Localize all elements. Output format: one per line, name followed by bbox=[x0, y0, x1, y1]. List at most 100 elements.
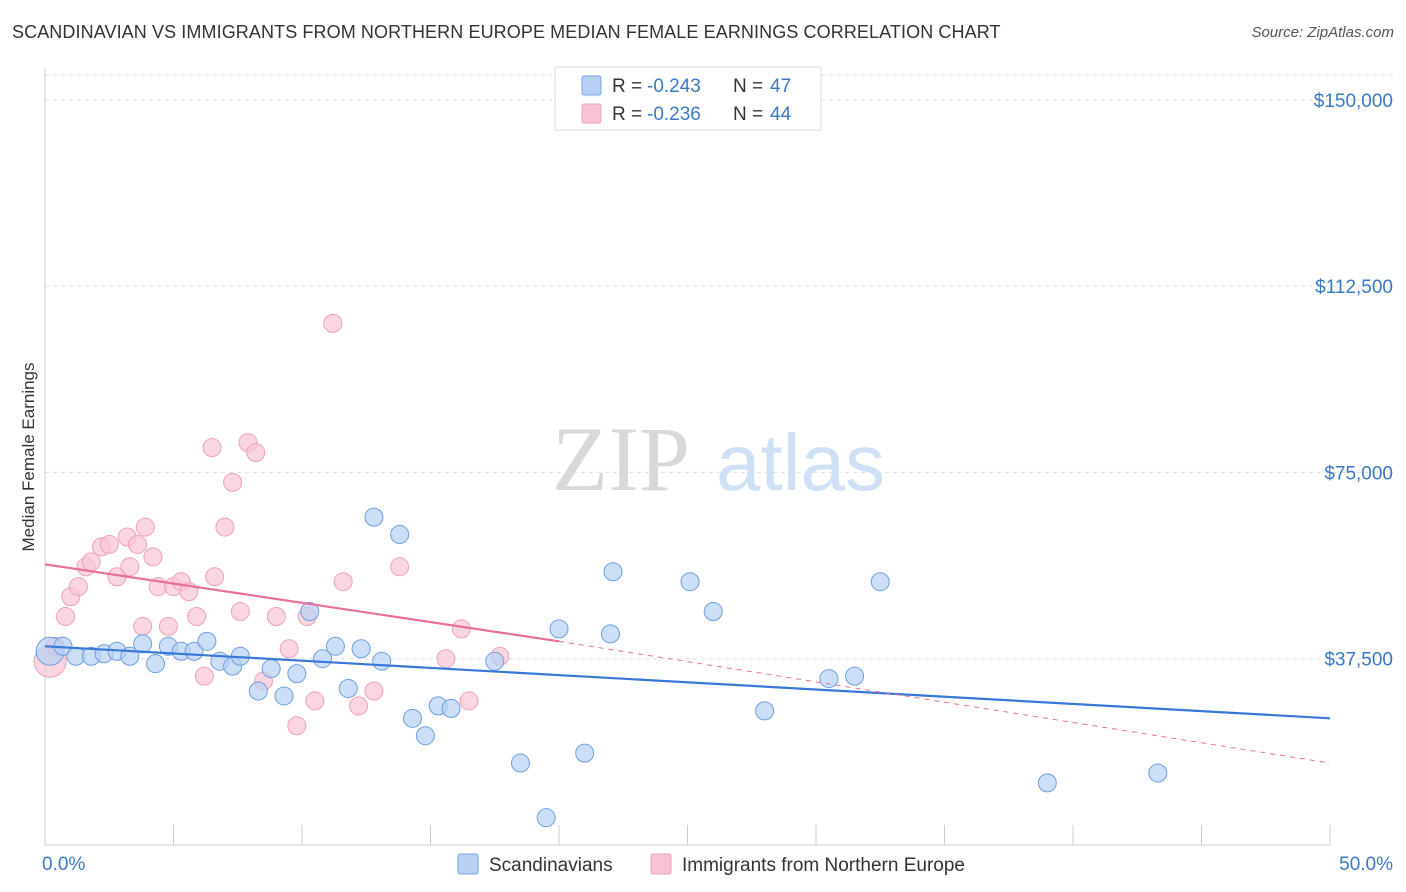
point-immigrants-13 bbox=[133, 616, 153, 636]
point-immigrants-39 bbox=[364, 681, 384, 701]
point-scandinavians-32 bbox=[485, 651, 505, 671]
point-scandinavians-39 bbox=[680, 572, 700, 592]
point-immigrants-27 bbox=[230, 602, 250, 622]
legend-top-n-label-2: N = bbox=[733, 104, 763, 125]
point-immigrants-8 bbox=[99, 534, 119, 554]
point-scandinavians-40 bbox=[703, 602, 723, 622]
point-scandinavians-21 bbox=[313, 649, 333, 669]
point-immigrants-24 bbox=[205, 567, 225, 587]
y-tick-labels: $37,500 $75,000 $112,500 $150,000 bbox=[1314, 91, 1393, 671]
watermark-zip: ZIP bbox=[552, 408, 690, 510]
series-scandinavians-points bbox=[35, 507, 1168, 828]
legend-top-r-label-1: R = bbox=[612, 76, 642, 97]
legend-top-r-value-2: -0.236 bbox=[647, 104, 701, 125]
point-scandinavians-43 bbox=[845, 666, 865, 686]
legend-top-n-value-1: 47 bbox=[770, 76, 791, 97]
point-immigrants-4 bbox=[68, 577, 88, 597]
legend-bottom-label-1: Scandinavians bbox=[489, 855, 613, 876]
y-tick-label-2: $112,500 bbox=[1315, 277, 1393, 298]
point-immigrants-15 bbox=[143, 547, 163, 567]
point-scandinavians-44 bbox=[870, 572, 890, 592]
legend-bottom: Scandinavians Immigrants from Northern E… bbox=[457, 853, 965, 876]
point-scandinavians-41 bbox=[755, 701, 775, 721]
point-scandinavians-37 bbox=[600, 624, 620, 644]
point-scandinavians-19 bbox=[287, 664, 307, 684]
point-immigrants-32 bbox=[279, 639, 299, 659]
x-tick-label-0: 0.0% bbox=[42, 854, 85, 875]
point-scandinavians-17 bbox=[261, 659, 281, 679]
y-tick-label-0: $37,500 bbox=[1324, 650, 1393, 671]
point-scandinavians-26 bbox=[372, 651, 392, 671]
chart-title: SCANDINAVIAN VS IMMIGRANTS FROM NORTHERN… bbox=[12, 22, 1001, 42]
point-scandinavians-35 bbox=[549, 619, 569, 639]
legend-bottom-swatch-blue bbox=[457, 853, 479, 875]
axes bbox=[44, 68, 1331, 846]
point-immigrants-29 bbox=[246, 443, 266, 463]
point-scandinavians-22 bbox=[325, 636, 345, 656]
watermark-atlas: atlas bbox=[716, 418, 885, 507]
trend-line-scandinavians bbox=[44, 645, 1331, 720]
point-immigrants-25 bbox=[215, 517, 235, 537]
trend-line-immigrants bbox=[44, 563, 560, 643]
point-immigrants-36 bbox=[323, 313, 343, 333]
point-immigrants-22 bbox=[194, 666, 214, 686]
legend-bottom-swatch-pink bbox=[650, 853, 672, 875]
point-scandinavians-42 bbox=[819, 669, 839, 689]
point-scandinavians-33 bbox=[510, 753, 530, 773]
point-immigrants-11 bbox=[120, 557, 140, 577]
point-scandinavians-36 bbox=[575, 743, 595, 763]
point-immigrants-21 bbox=[187, 606, 207, 626]
point-scandinavians-34 bbox=[536, 808, 556, 828]
point-scandinavians-25 bbox=[364, 507, 384, 527]
y-tick-label-1: $75,000 bbox=[1324, 463, 1393, 484]
point-scandinavians-12 bbox=[197, 631, 217, 651]
chart-source: Source: ZipAtlas.com bbox=[1251, 24, 1394, 41]
point-immigrants-35 bbox=[305, 691, 325, 711]
point-immigrants-40 bbox=[390, 557, 410, 577]
legend-top-r-value-1: -0.243 bbox=[647, 76, 701, 97]
point-immigrants-43 bbox=[459, 691, 479, 711]
point-scandinavians-7 bbox=[133, 634, 153, 654]
grid-lines bbox=[45, 74, 1395, 660]
trend-lines bbox=[44, 563, 1331, 764]
point-immigrants-17 bbox=[158, 616, 178, 636]
point-scandinavians-46 bbox=[1148, 763, 1168, 783]
point-scandinavians-28 bbox=[403, 708, 423, 728]
point-scandinavians-20 bbox=[300, 602, 320, 622]
legend-top-n-value-2: 44 bbox=[770, 104, 792, 125]
x-tick-labels: 0.0% 50.0% bbox=[42, 854, 1393, 875]
point-immigrants-23 bbox=[202, 438, 222, 458]
y-axis-title: Median Female Earnings bbox=[19, 363, 38, 552]
point-immigrants-2 bbox=[56, 606, 76, 626]
y-tick-label-3: $150,000 bbox=[1314, 91, 1393, 112]
point-immigrants-38 bbox=[349, 696, 369, 716]
x-tick-label-1: 50.0% bbox=[1339, 854, 1393, 875]
point-immigrants-31 bbox=[266, 606, 286, 626]
trend-line-immigrants-extrapolated bbox=[558, 640, 1331, 764]
point-scandinavians-38 bbox=[603, 562, 623, 582]
point-scandinavians-23 bbox=[338, 679, 358, 699]
legend-top-r-label-2: R = bbox=[612, 104, 642, 125]
point-scandinavians-16 bbox=[248, 681, 268, 701]
legend-top-swatch-pink bbox=[581, 103, 602, 124]
point-immigrants-42 bbox=[451, 619, 471, 639]
point-immigrants-33 bbox=[287, 716, 307, 736]
point-scandinavians-45 bbox=[1037, 773, 1057, 793]
point-immigrants-14 bbox=[135, 517, 155, 537]
legend-top-swatch-blue bbox=[581, 75, 602, 96]
point-immigrants-12 bbox=[128, 534, 148, 554]
point-scandinavians-8 bbox=[146, 654, 166, 674]
point-immigrants-37 bbox=[333, 572, 353, 592]
point-scandinavians-27 bbox=[390, 525, 410, 545]
point-scandinavians-18 bbox=[274, 686, 294, 706]
legend-top-n-label-1: N = bbox=[733, 76, 763, 97]
legend-top: R = -0.243 N = 47 R = -0.236 N = 44 bbox=[554, 66, 822, 131]
legend-bottom-label-2: Immigrants from Northern Europe bbox=[682, 855, 965, 876]
point-scandinavians-24 bbox=[351, 639, 371, 659]
point-immigrants-26 bbox=[223, 472, 243, 492]
point-scandinavians-29 bbox=[415, 726, 435, 746]
point-scandinavians-31 bbox=[441, 698, 461, 718]
watermark: ZIP atlas bbox=[552, 408, 885, 510]
point-immigrants-41 bbox=[436, 649, 456, 669]
